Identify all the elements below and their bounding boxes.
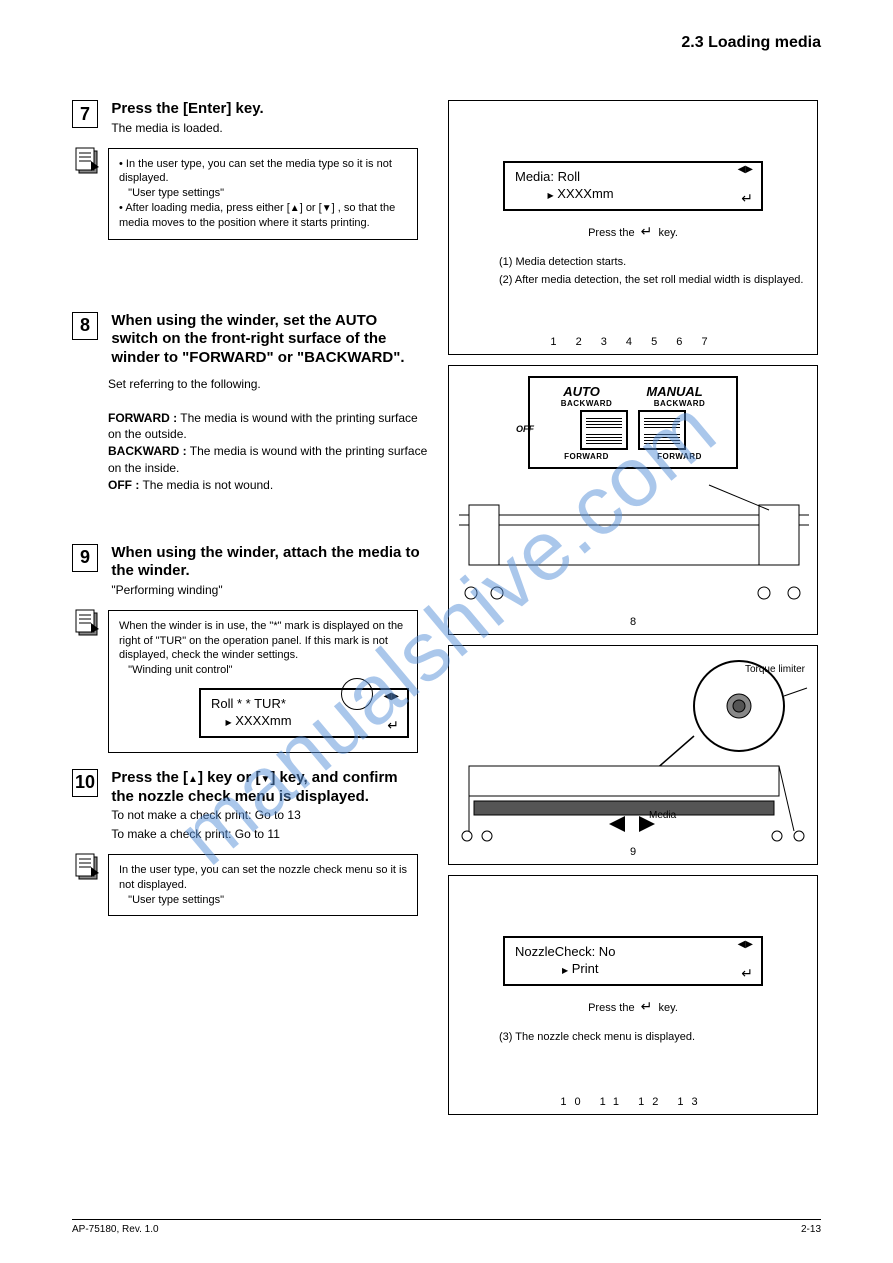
asterisk-highlight-circle: [341, 678, 373, 710]
enter-icon: ↵: [741, 189, 753, 207]
step-7-text: Press the [Enter] key. The media is load…: [111, 100, 421, 138]
s8-off: The media is not wound.: [142, 478, 273, 492]
note7-l3a: After loading media, press either [] or …: [119, 202, 395, 229]
step-9-title: When using the winder, attach the media …: [111, 544, 419, 580]
s10-l2: To make a check print: Go to 11: [111, 827, 280, 841]
lcd9-l2: XXXXmm: [235, 713, 291, 728]
step-number-7: 7: [72, 100, 98, 128]
note-icon: [73, 607, 103, 641]
down-arrow-icon: [260, 769, 270, 786]
fig4-cap1: Press the ↵ key.: [459, 998, 807, 1015]
step-9-ref: "Performing winding": [111, 583, 222, 597]
forward-label: FORWARD: [657, 452, 702, 461]
backward-label: BACKWARD: [561, 399, 613, 408]
fig4-lcd-l2: Print: [572, 961, 599, 976]
media-label: Media: [649, 810, 676, 821]
note10-l2: "User type settings": [128, 894, 224, 906]
lcd-fig1: Media: Roll ◀▶ XXXXmm ↵: [503, 161, 763, 211]
s10-l1: To not make a check print: Go to 13: [111, 808, 300, 822]
footer-right: 2-13: [801, 1224, 821, 1235]
note9-l2: "Winding unit control": [128, 664, 232, 676]
enter-icon: ↵: [387, 716, 399, 734]
lcd-step9: Roll * * TUR* ◀▶ XXXXmm ↵: [199, 688, 409, 738]
switch-panel: AUTOMANUAL BACKWARDBACKWARD OFF FORWARDF…: [528, 376, 738, 469]
step-10-text: Press the [] key or [] key, and confirm …: [111, 769, 421, 844]
figure-step10: NozzleCheck: No ◀▶ Print ↵ Press the ↵ k…: [448, 875, 818, 1115]
step-7-note: • In the user type, you can set the medi…: [108, 148, 418, 240]
lcd9-l1: Roll * * TUR*: [211, 696, 286, 711]
note7-l1: In the user type, you can set the media …: [119, 158, 392, 185]
s8-off-label: OFF :: [108, 478, 139, 492]
figure-step9: Torque limiter Media 9: [448, 645, 818, 865]
s8-bwd-label: BACKWARD :: [108, 444, 187, 458]
step-number-8: 8: [72, 312, 98, 340]
step-7-sub: The media is loaded.: [111, 121, 222, 135]
fig1-cap2b: (2) After media detection, the set roll …: [499, 274, 807, 286]
fig1-lcd-l1: Media: Roll: [515, 169, 580, 184]
fig4-cap2: (3) The nozzle check menu is displayed.: [499, 1031, 807, 1043]
step-number-9: 9: [72, 544, 98, 572]
step-number-10: 10: [72, 769, 98, 797]
off-label: OFF: [516, 424, 534, 434]
note-icon: [73, 851, 103, 885]
note10-l1: In the user type, you can set the nozzle…: [119, 864, 407, 891]
torque-label: Torque limiter: [745, 664, 805, 675]
forward-label: FORWARD: [564, 452, 609, 461]
fig1-lcd-l2: XXXXmm: [557, 186, 613, 201]
s8-fwd-label: FORWARD :: [108, 411, 177, 425]
lcd-arrows-icon: ◀▶: [738, 940, 753, 949]
note-icon: [73, 145, 103, 179]
note7-l2: "User type settings": [128, 187, 224, 199]
lcd-updown-icon: ◀▶: [384, 692, 399, 701]
roll-diagram: [459, 656, 809, 846]
figure-step7: Media: Roll ◀▶ XXXXmm ↵ Press the ↵ key.…: [448, 100, 818, 355]
step-10-note: In the user type, you can set the nozzle…: [108, 854, 418, 917]
fig2-pagenum: 8: [449, 616, 817, 628]
fig4-pagenums: 10 11 12 13: [449, 1096, 817, 1108]
fig1-cap2a: (1) Media detection starts.: [499, 256, 807, 268]
step-9-note: When the winder is in use, the "*" mark …: [108, 610, 418, 753]
fig1-cap1: Press the ↵ key.: [459, 223, 807, 240]
lcd-fig4: NozzleCheck: No ◀▶ Print ↵: [503, 936, 763, 986]
figure-step8: AUTO MANUAL BACKWARD BACKWARD OFF FORWARD F…: [448, 365, 818, 635]
page-footer: AP-75180, Rev. 1.0 2-13: [72, 1219, 821, 1235]
step-8-desc: Set referring to the following. FORWARD …: [108, 376, 432, 494]
lcd-arrows-icon: ◀▶: [738, 165, 753, 174]
backward-label: BACKWARD: [654, 399, 706, 408]
cursor-icon: [562, 961, 568, 976]
down-arrow-icon: [322, 202, 332, 214]
up-arrow-icon: [188, 769, 198, 786]
fig1-pagenums: 1 2 3 4 5 6 7: [449, 336, 817, 348]
footer-left: AP-75180, Rev. 1.0: [72, 1224, 159, 1235]
stand-diagram: [459, 475, 809, 605]
up-arrow-icon: [290, 202, 300, 214]
manual-switch[interactable]: [638, 410, 686, 450]
fig3-pagenum: 9: [449, 846, 817, 858]
cursor-icon: [225, 713, 231, 728]
fig4-lcd-l1: NozzleCheck: No: [515, 944, 615, 959]
auto-label: AUTO: [563, 384, 600, 399]
step-8-text: When using the winder, set the AUTO swit…: [111, 312, 421, 368]
section-header: 2.3 Loading media: [681, 34, 821, 52]
enter-icon: ↵: [741, 964, 753, 982]
manual-label: MANUAL: [646, 384, 702, 399]
cursor-icon: [548, 186, 554, 201]
step-9-text: When using the winder, attach the media …: [111, 544, 421, 600]
s8-intro: Set referring to the following.: [108, 377, 261, 391]
step-7-title: Press the [Enter] key.: [111, 100, 263, 117]
auto-switch[interactable]: [580, 410, 628, 450]
note9-l1: When the winder is in use, the "*" mark …: [119, 620, 403, 662]
